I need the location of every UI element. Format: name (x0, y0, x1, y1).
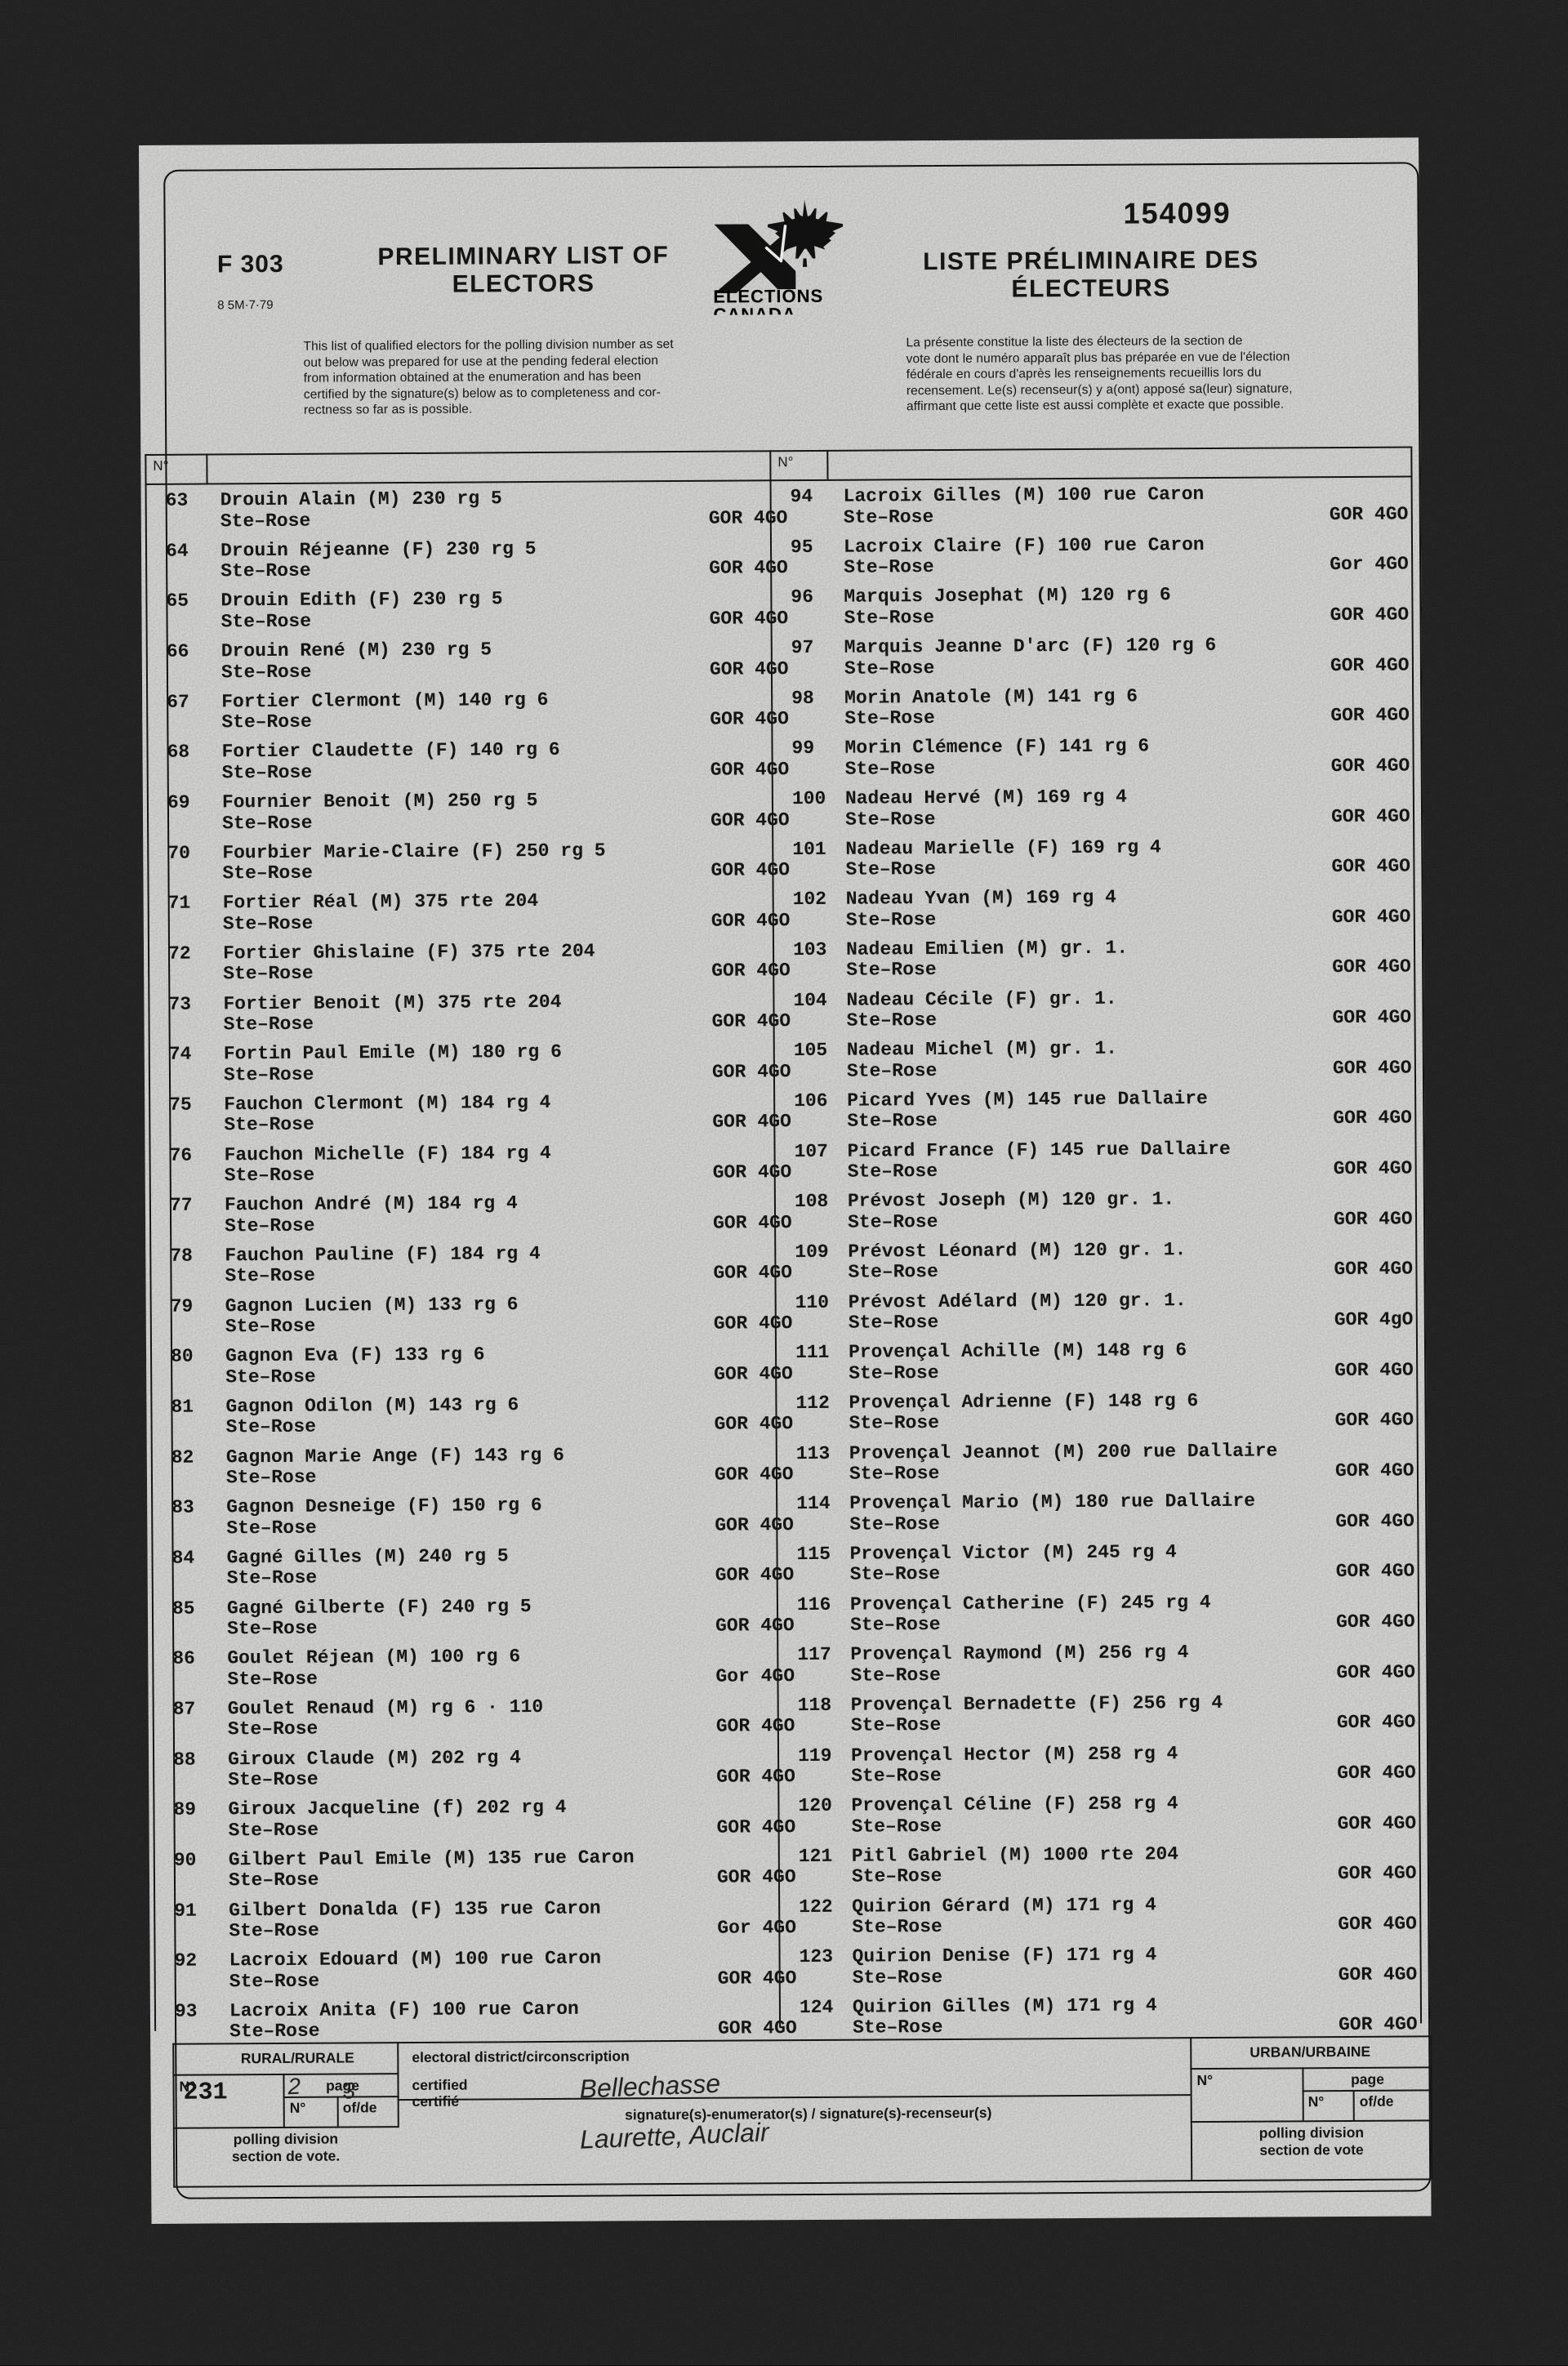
svg-text:CANADA: CANADA (713, 304, 796, 315)
